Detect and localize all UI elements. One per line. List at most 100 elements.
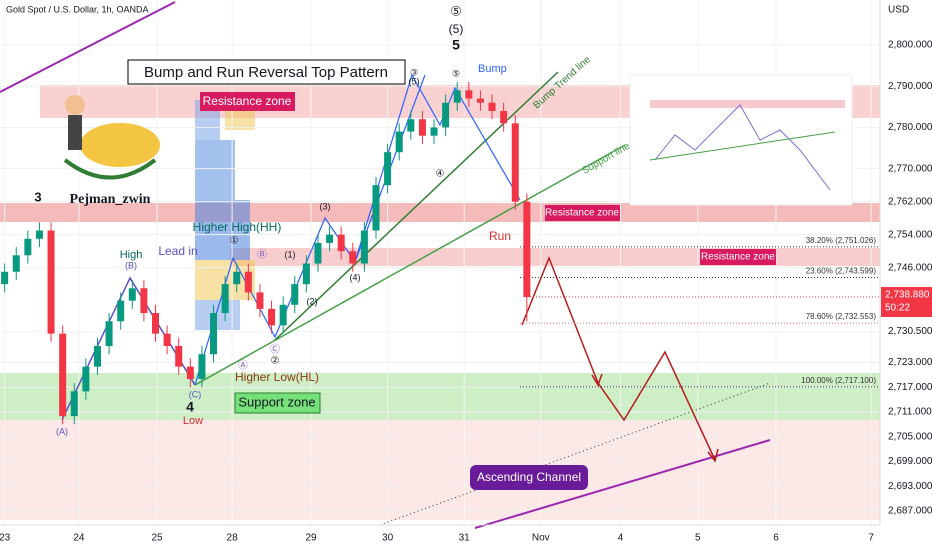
candle-body [93,346,101,367]
candle-body [488,102,496,111]
y-tick-label: 2,705.000 [888,431,932,442]
channel-label: Ascending Channel [477,470,581,484]
wave-label: Ⓑ [257,249,267,261]
wave-label: 4 [186,399,194,415]
candle-body [349,251,357,264]
wave-label: (2) [307,296,318,306]
candle-body [198,354,206,380]
candle-body [395,131,403,153]
wave-label: (5) [409,76,420,86]
y-tick-label: 2,800.000 [888,40,932,51]
profile-bar [195,200,250,260]
wave-label: ③ [410,67,418,77]
candle-body [407,119,415,132]
x-tick-label: 24 [73,533,85,544]
inset-line [649,131,836,161]
pattern-title: Bump and Run Reversal Top Pattern [144,64,388,81]
zone-label: Resistance zone [545,208,619,219]
lower-zone [0,420,880,520]
profile-bar [195,140,235,200]
label-box [200,92,295,111]
fib-label: 100.00% (2,717.100) [801,376,876,385]
inset-frame [629,74,853,206]
wave-label: 5 [452,37,460,53]
x-tick-label: 23 [0,533,11,544]
y-tick-label: 2,780.000 [888,122,932,133]
inset-zone [650,100,845,108]
mascot [63,95,160,180]
profile-bar [195,300,240,330]
last-price: 2,738.880 [885,290,930,301]
zone-label: Resistance zone [203,94,292,108]
inset [629,74,853,206]
wave-line [354,73,521,263]
wave-label: ⑤ [450,3,462,18]
wave-label: Ⓒ [270,344,280,356]
candle-body [175,346,183,367]
y-tick-label: 2,754.000 [888,229,932,240]
fib-label: 78.60% (2,732.553) [806,312,877,321]
author: Pejman_zwin [70,192,151,207]
y-tick-label: 2,762.000 [888,196,932,207]
y-tick-label: 2,693.000 [888,481,932,492]
price-axis [880,0,932,550]
candle-body [256,292,264,309]
y-tick-label: 2,730.500 [888,326,932,337]
candle-body [35,230,43,239]
candle-body [476,98,484,103]
candle-body [244,271,252,293]
mascot-base [63,158,157,180]
y-tick-label: 2,723.000 [888,357,932,368]
line-label: Support line [580,140,632,176]
wave-label: ④ [436,169,445,180]
y-tick-label: 2,770.000 [888,163,932,174]
figure-head [65,95,85,115]
symbol-title: Gold Spot / U.S. Dollar, 1h, OANDA [6,4,149,14]
candle-body [221,284,229,314]
candle-body [1,271,9,285]
support-line [194,144,626,386]
wave-label: Low [183,415,203,427]
candle-body [337,234,345,252]
wave-label: Higher Low(HL) [235,370,319,384]
label-box [700,249,776,265]
candle-body [302,263,310,285]
figure-body [68,115,82,150]
x-tick-label: 4 [618,533,624,544]
wave-label: (1) [285,249,296,259]
wave-label: (3) [320,201,331,211]
candle-body [442,102,450,128]
x-tick-label: 6 [773,533,779,544]
wave-label: Lead in [158,244,197,258]
candle-body [314,242,322,264]
label-box [234,392,321,414]
wave-label: ⑤ [452,68,460,78]
y-tick-label: 2,717.000 [888,382,932,393]
wave-label: Higher High(HH) [193,220,282,234]
candle-body [82,366,90,392]
y-tick-label: 2,746.000 [888,262,932,273]
x-tick-label: 7 [868,533,874,544]
inset-path [654,104,831,191]
y-tick-label: 2,711.000 [888,407,932,418]
x-tick-label: 29 [305,533,317,544]
arrow-head [591,373,603,387]
arrow-head [707,448,719,463]
candle-body [430,127,438,136]
resistance-zone [230,248,880,266]
label-box [545,205,620,221]
wave-label: High [120,249,143,261]
zone-label: Support zone [238,394,315,409]
wave-label: Run [489,229,511,243]
wave-label: (B) [125,260,137,270]
candle-body [140,288,148,314]
support-zone [0,373,880,420]
candle-body [453,90,461,103]
candle-body [418,119,426,136]
annotations: Bump and Run Reversal Top Pattern Resist… [34,3,776,490]
candle-body [163,333,171,347]
candle-body [291,284,299,305]
label-box [470,465,588,490]
gold-pile [80,123,160,167]
